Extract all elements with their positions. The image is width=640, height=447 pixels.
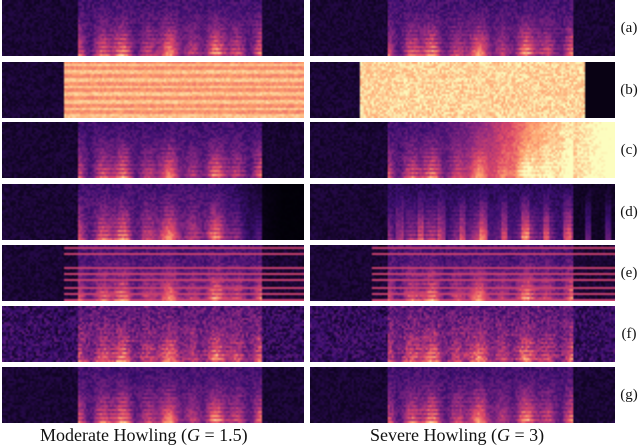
spectrogram-canvas xyxy=(2,0,304,56)
row-label-6: (f) xyxy=(621,326,637,342)
caption-left-rest: = 1.5) xyxy=(199,425,248,445)
spectrogram-right-row-3 xyxy=(310,122,615,178)
spectrogram-left-row-5 xyxy=(2,245,304,301)
spectrogram-canvas xyxy=(310,62,615,118)
spectrogram-left-row-3 xyxy=(2,122,304,178)
spectrogram-left-row-7 xyxy=(2,367,304,423)
caption-right-rest: = 3) xyxy=(509,425,545,445)
caption-moderate-howling: Moderate Howling (G = 1.5) xyxy=(40,425,248,445)
spectrogram-canvas xyxy=(310,367,615,423)
spectrogram-left-row-6 xyxy=(2,306,304,362)
row-label-5: (e) xyxy=(620,265,638,281)
caption-right-prefix: Severe Howling ( xyxy=(370,425,497,445)
spectrogram-canvas xyxy=(2,122,304,178)
spectrogram-canvas xyxy=(2,306,304,362)
spectrogram-canvas xyxy=(310,0,615,56)
spectrogram-left-row-4 xyxy=(2,184,304,240)
spectrogram-right-row-7 xyxy=(310,367,615,423)
caption-left-var: G xyxy=(186,425,200,445)
row-label-4: (d) xyxy=(620,204,638,220)
spectrogram-left-row-1 xyxy=(2,0,304,56)
spectrogram-right-row-6 xyxy=(310,306,615,362)
caption-right-var: G xyxy=(496,425,510,445)
spectrogram-right-row-4 xyxy=(310,184,615,240)
spectrogram-left-row-2 xyxy=(2,62,304,118)
spectrogram-canvas xyxy=(310,245,615,301)
spectrogram-right-row-2 xyxy=(310,62,615,118)
spectrogram-canvas xyxy=(310,184,615,240)
spectrogram-right-row-1 xyxy=(310,0,615,56)
spectrogram-canvas xyxy=(2,62,304,118)
caption-left-prefix: Moderate Howling ( xyxy=(40,425,187,445)
spectrogram-canvas xyxy=(2,367,304,423)
spectrogram-right-row-5 xyxy=(310,245,615,301)
row-label-3: (c) xyxy=(620,142,638,158)
spectrogram-canvas xyxy=(2,245,304,301)
spectrogram-canvas xyxy=(310,122,615,178)
row-label-7: (g) xyxy=(620,387,638,403)
caption-severe-howling: Severe Howling (G = 3) xyxy=(370,425,544,445)
spectrogram-canvas xyxy=(2,184,304,240)
spectrogram-canvas xyxy=(310,306,615,362)
row-label-2: (b) xyxy=(620,82,638,98)
row-label-1: (a) xyxy=(620,20,638,36)
